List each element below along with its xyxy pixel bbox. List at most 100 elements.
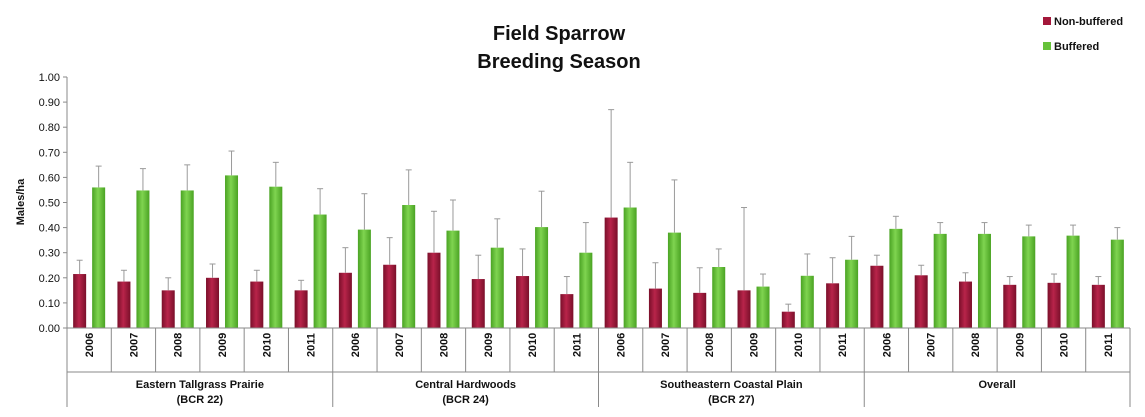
bar-non-buffered [427, 252, 441, 328]
x-tick-label: 2008 [704, 333, 716, 357]
bar-buffered [579, 252, 593, 328]
x-tick-label: 2006 [881, 333, 893, 357]
bar-buffered [623, 207, 637, 328]
bar-non-buffered [1047, 282, 1061, 328]
group-label-sub: (BCR 22) [177, 394, 224, 406]
chart-title-line-1: Field Sparrow [493, 23, 626, 45]
x-tick-label: 2009 [217, 333, 229, 357]
y-tick-label: 0.70 [39, 147, 60, 159]
legend-swatch-non-buffered [1043, 17, 1051, 25]
y-tick-label: 0.20 [39, 273, 60, 285]
y-tick-label: 0.90 [39, 97, 60, 109]
x-tick-label: 2007 [660, 333, 672, 357]
y-tick-label: 0.00 [39, 323, 60, 335]
y-tick-label: 0.30 [39, 248, 60, 260]
bar-non-buffered [294, 290, 308, 328]
bar-buffered [756, 286, 770, 328]
y-tick-label: 1.00 [39, 72, 60, 84]
group-label: Eastern Tallgrass Prairie [136, 379, 264, 391]
bar-buffered [889, 228, 903, 328]
bar-buffered [1066, 235, 1080, 328]
x-tick-label: 2010 [793, 333, 805, 357]
bar-non-buffered [471, 279, 485, 328]
bar-non-buffered [781, 311, 795, 328]
y-tick-label: 0.50 [39, 198, 60, 210]
x-tick-label: 2008 [173, 333, 185, 357]
bar-buffered [92, 187, 106, 328]
legend-label-non-buffered: Non-buffered [1054, 16, 1123, 28]
bar-buffered [490, 247, 504, 328]
bar-non-buffered [1003, 284, 1017, 328]
bar-non-buffered [560, 294, 574, 328]
bar-non-buffered [383, 264, 397, 328]
x-tick-label: 2006 [84, 333, 96, 357]
bar-buffered [845, 259, 859, 328]
bar-non-buffered [693, 292, 707, 328]
group-label: Overall [978, 379, 1015, 391]
bar-non-buffered [737, 290, 751, 328]
x-tick-label: 2011 [306, 333, 318, 357]
x-tick-label: 2009 [1014, 333, 1026, 357]
x-tick-label: 2011 [1103, 333, 1115, 357]
bar-non-buffered [870, 265, 884, 328]
y-tick-label: 0.60 [39, 172, 60, 184]
bar-non-buffered [338, 272, 352, 328]
bar-buffered [535, 227, 549, 328]
bar-non-buffered [826, 283, 840, 328]
x-tick-label: 2011 [571, 333, 583, 357]
bar-non-buffered [161, 290, 175, 328]
x-tick-label: 2007 [926, 333, 938, 357]
x-tick-label: 2008 [970, 333, 982, 357]
bar-non-buffered [250, 281, 264, 328]
x-tick-label: 2010 [1059, 333, 1071, 357]
chart-title-line-2: Breeding Season [477, 51, 640, 73]
bar-buffered [313, 214, 327, 328]
bar-buffered [357, 229, 371, 328]
x-tick-label: 2009 [749, 333, 761, 357]
y-axis: 0.00 0.10 0.20 0.30 0.40 0.50 0.60 0.70 0.80 0.90… [39, 72, 68, 335]
bar-buffered [136, 190, 150, 328]
y-tick-label: 0.10 [39, 298, 60, 310]
x-axis: 2006 2007 2008 2009 2010 2011 Eastern Tallgras… [66, 327, 1131, 407]
bars [73, 109, 1124, 328]
group-label: Southeastern Coastal Plain [660, 379, 803, 391]
x-tick-label: 2007 [128, 333, 140, 357]
bar-buffered [800, 275, 814, 328]
x-tick-label: 2007 [394, 333, 406, 357]
bar-non-buffered [206, 277, 220, 328]
group-label-sub: (BCR 24) [442, 394, 489, 406]
x-tick-label: 2006 [350, 333, 362, 357]
bar-non-buffered [604, 217, 618, 328]
group-label-sub: (BCR 27) [708, 394, 755, 406]
x-tick-label: 2006 [616, 333, 628, 357]
legend: Non-buffered Buffered [1043, 16, 1123, 53]
y-tick-label: 0.40 [39, 223, 60, 235]
bar-non-buffered [117, 281, 131, 328]
x-tick-label: 2011 [837, 333, 849, 357]
x-tick-label: 2010 [527, 333, 539, 357]
legend-label-buffered: Buffered [1054, 41, 1099, 53]
bar-non-buffered [958, 281, 972, 328]
bar-non-buffered [914, 275, 928, 328]
bar-buffered [402, 205, 416, 328]
bar-buffered [712, 267, 726, 328]
bar-non-buffered [648, 288, 662, 328]
y-tick-label: 0.80 [39, 122, 60, 134]
bar-buffered [269, 186, 283, 328]
x-tick-label: 2010 [261, 333, 273, 357]
bar-non-buffered [1091, 284, 1105, 328]
group-label: Central Hardwoods [415, 379, 516, 391]
bar-non-buffered [73, 274, 87, 328]
bar-buffered [180, 190, 194, 328]
y-axis-label: Males/ha [15, 178, 27, 225]
bar-buffered [933, 233, 947, 328]
x-tick-label: 2009 [483, 333, 495, 357]
bar-non-buffered [516, 276, 530, 328]
bar-buffered [446, 230, 460, 328]
bar-buffered [1022, 236, 1036, 328]
bar-buffered [667, 232, 681, 328]
bar-buffered [977, 233, 991, 328]
bar-buffered [1110, 239, 1124, 328]
legend-swatch-buffered [1043, 42, 1051, 50]
